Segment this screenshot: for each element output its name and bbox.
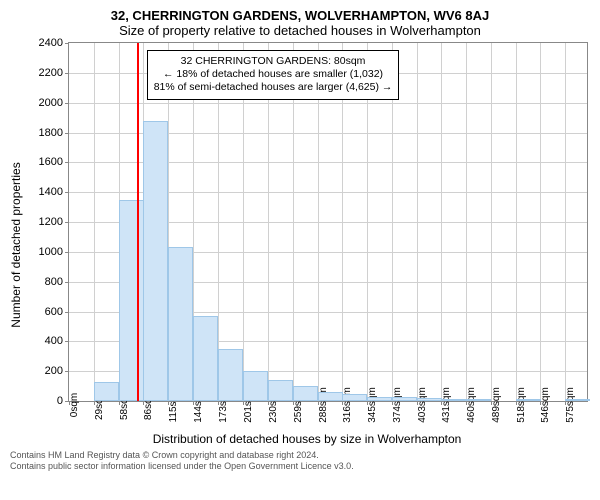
histogram-bar: [243, 371, 268, 401]
ytick-label: 1200: [39, 216, 63, 228]
footer-line: Contains HM Land Registry data © Crown c…: [10, 450, 590, 461]
histogram-bar: [318, 392, 343, 401]
ytick-mark: [65, 43, 69, 44]
xtick-label: 403sqm: [417, 387, 428, 423]
histogram-bar: [367, 397, 392, 401]
histogram-bar: [466, 399, 491, 401]
xtick-label: 431sqm: [441, 387, 452, 423]
gridline-h: [69, 103, 587, 104]
plot: 0200400600800100012001400160018002000220…: [68, 42, 588, 402]
ytick-label: 1000: [39, 246, 63, 258]
page-subtitle: Size of property relative to detached ho…: [10, 23, 590, 38]
annotation-line: ← 18% of detached houses are smaller (1,…: [154, 68, 393, 81]
annotation-box: 32 CHERRINGTON GARDENS: 80sqm← 18% of de…: [147, 50, 400, 99]
ytick-mark: [65, 162, 69, 163]
ytick-mark: [65, 371, 69, 372]
ytick-mark: [65, 222, 69, 223]
gridline-v: [441, 43, 442, 401]
ytick-mark: [65, 103, 69, 104]
ytick-label: 2400: [39, 37, 63, 49]
xtick-label: 374sqm: [392, 387, 403, 423]
histogram-bar: [168, 247, 193, 401]
footer: Contains HM Land Registry data © Crown c…: [10, 450, 590, 472]
histogram-bar: [94, 382, 119, 401]
histogram-bar: [119, 200, 144, 401]
xtick-label: 460sqm: [466, 387, 477, 423]
histogram-bar: [441, 399, 466, 401]
ytick-label: 2200: [39, 67, 63, 79]
xtick-label: 489sqm: [491, 387, 502, 423]
gridline-v: [466, 43, 467, 401]
gridline-v: [491, 43, 492, 401]
annotation-line: 32 CHERRINGTON GARDENS: 80sqm: [154, 55, 393, 68]
histogram-bar: [268, 380, 293, 401]
y-axis-label: Number of detached properties: [9, 162, 23, 327]
gridline-v: [417, 43, 418, 401]
gridline-v: [516, 43, 517, 401]
xtick-label: 546sqm: [540, 387, 551, 423]
ytick-label: 1600: [39, 156, 63, 168]
ytick-mark: [65, 73, 69, 74]
gridline-v: [94, 43, 95, 401]
ytick-label: 2000: [39, 97, 63, 109]
xtick-label: 0sqm: [69, 393, 80, 417]
histogram-bar: [516, 399, 541, 401]
gridline-v: [565, 43, 566, 401]
chart-container: 32, CHERRINGTON GARDENS, WOLVERHAMPTON, …: [0, 0, 600, 500]
plot-outer: 0200400600800100012001400160018002000220…: [68, 42, 588, 402]
xtick-label: 575sqm: [565, 387, 576, 423]
histogram-bar: [218, 349, 243, 401]
histogram-bar: [293, 386, 318, 401]
footer-line: Contains public sector information licen…: [10, 461, 590, 472]
ytick-mark: [65, 252, 69, 253]
ytick-label: 1800: [39, 127, 63, 139]
ytick-label: 0: [57, 395, 63, 407]
ytick-mark: [65, 192, 69, 193]
ytick-mark: [65, 282, 69, 283]
chart-area: Number of detached properties 0200400600…: [24, 42, 590, 448]
xtick-label: 316sqm: [342, 387, 353, 423]
ytick-mark: [65, 341, 69, 342]
page-title: 32, CHERRINGTON GARDENS, WOLVERHAMPTON, …: [10, 8, 590, 23]
ytick-label: 200: [45, 365, 63, 377]
histogram-bar: [392, 397, 417, 401]
histogram-bar: [193, 316, 218, 401]
histogram-bar: [143, 121, 168, 401]
ytick-label: 1400: [39, 186, 63, 198]
xtick-label: 518sqm: [516, 387, 527, 423]
gridline-v: [540, 43, 541, 401]
ytick-mark: [65, 312, 69, 313]
x-axis-label: Distribution of detached houses by size …: [24, 432, 590, 446]
ytick-label: 600: [45, 306, 63, 318]
ytick-label: 800: [45, 276, 63, 288]
histogram-bar: [342, 394, 367, 401]
property-marker-line: [137, 43, 139, 401]
histogram-bar: [417, 398, 442, 401]
xtick-label: 345sqm: [367, 387, 378, 423]
ytick-label: 400: [45, 335, 63, 347]
histogram-bar: [565, 399, 590, 401]
ytick-mark: [65, 133, 69, 134]
annotation-line: 81% of semi-detached houses are larger (…: [154, 81, 393, 94]
